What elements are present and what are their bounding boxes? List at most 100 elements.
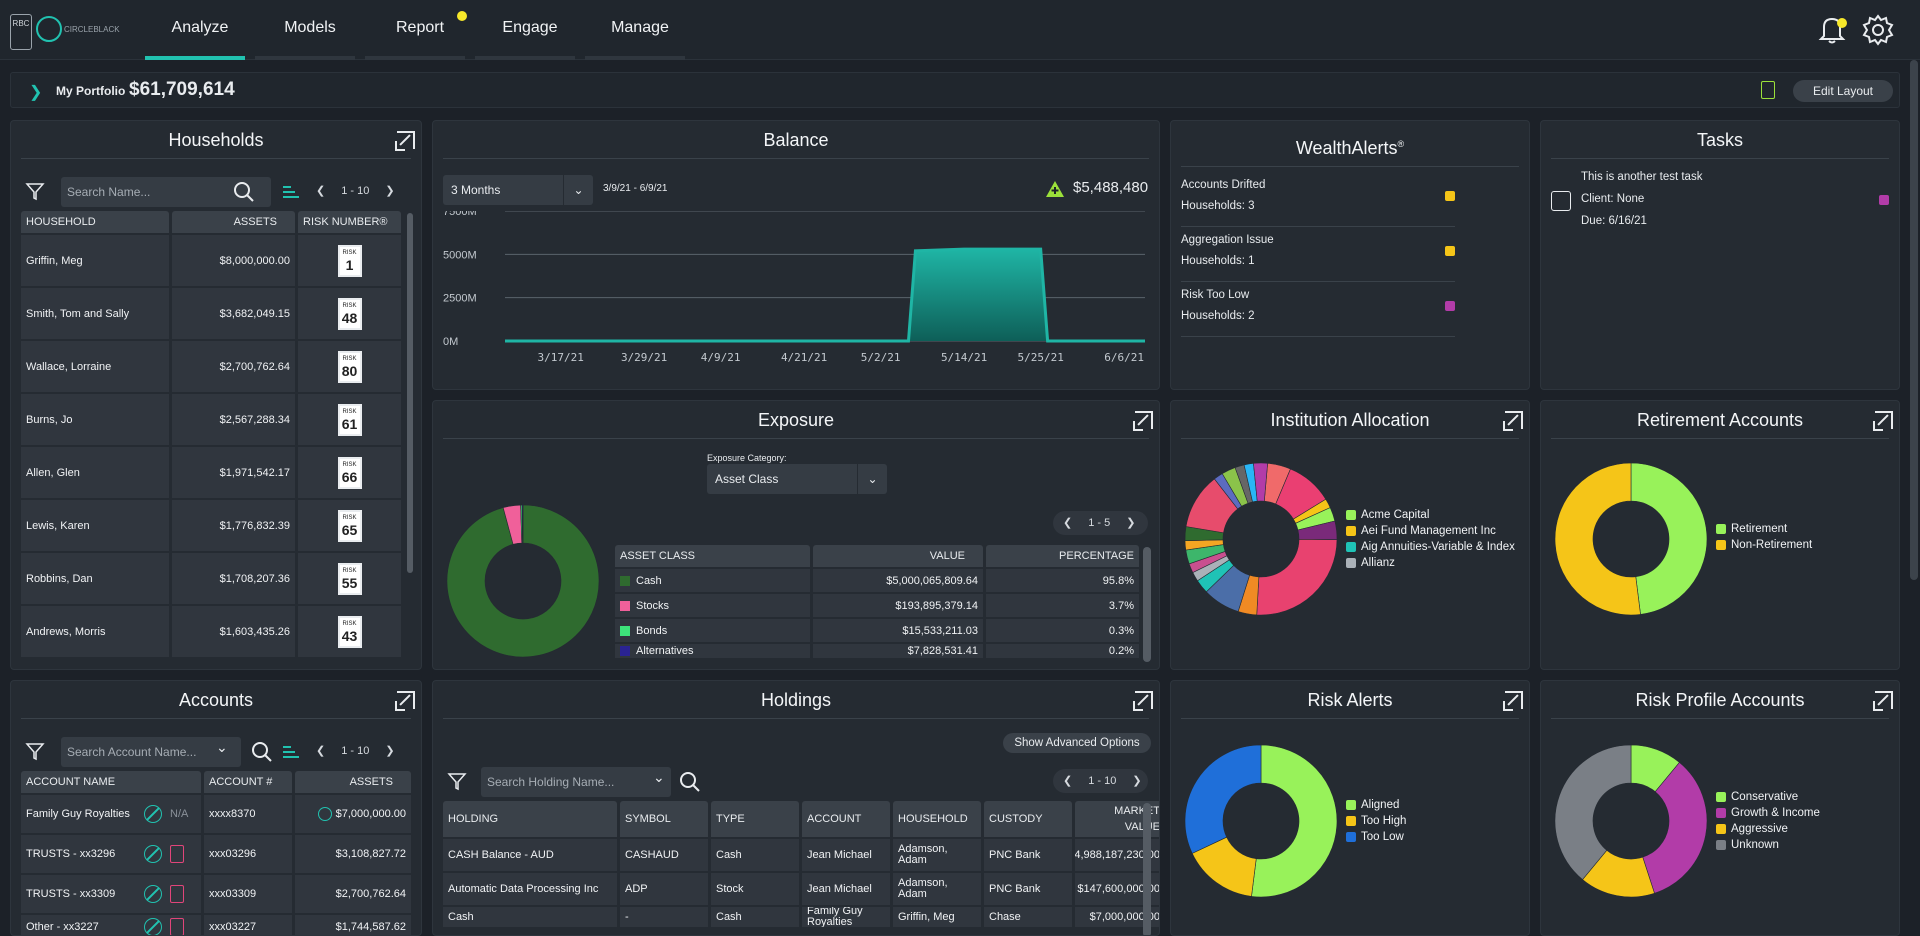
household-name[interactable]: Burns, Jo (21, 394, 169, 445)
period-dropdown[interactable]: 3 Months ⌄ (443, 175, 593, 205)
donut-slice[interactable] (1642, 762, 1708, 894)
column-type[interactable]: TYPE (711, 801, 799, 837)
column-household[interactable]: HOUSEHOLD (21, 211, 169, 233)
holding-holding[interactable]: Automatic Data Processing Inc (443, 873, 617, 905)
disabled-icon[interactable] (144, 845, 162, 863)
expand-icon[interactable] (1133, 411, 1153, 431)
expand-icon[interactable] (1873, 411, 1893, 431)
household-name[interactable]: Lewis, Karen (21, 500, 169, 551)
holding-search-input[interactable]: Search Holding Name... (481, 767, 671, 797)
chevron-left-icon[interactable]: ❮ (1063, 517, 1073, 529)
gear-icon[interactable] (1860, 12, 1896, 48)
donut-slice[interactable] (521, 504, 524, 544)
donut-slice[interactable] (1251, 744, 1338, 898)
scrollbar[interactable] (1143, 803, 1151, 935)
bell-icon[interactable] (1815, 12, 1849, 46)
document-icon[interactable] (170, 885, 184, 903)
legend-item[interactable]: Aei Fund Management Inc (1346, 525, 1496, 537)
donut-slice[interactable] (1630, 462, 1708, 615)
column-holding[interactable]: HOLDING (443, 801, 617, 837)
chevron-left-icon[interactable]: ❮ (316, 745, 326, 757)
holding-holding[interactable]: CASH Balance - AUD (443, 839, 617, 871)
column-symbol[interactable]: SYMBOL (620, 801, 708, 837)
legend-item[interactable]: Retirement (1716, 523, 1787, 535)
legend-item[interactable]: Too High (1346, 815, 1406, 827)
edit-layout-button[interactable]: Edit Layout (1793, 80, 1893, 102)
donut-slice[interactable] (1253, 462, 1268, 502)
legend-item[interactable]: Aig Annuities-Variable & Index (1346, 541, 1515, 553)
disabled-icon[interactable] (144, 918, 162, 935)
legend-item[interactable]: Acme Capital (1346, 509, 1429, 521)
donut-slice[interactable] (1554, 744, 1632, 880)
chevron-right-icon[interactable]: ❯ (1132, 775, 1142, 787)
risk-number-badge[interactable]: RISK 61 (337, 403, 362, 436)
donut-slice[interactable] (1256, 539, 1338, 616)
chevron-right-icon[interactable]: ❯ (29, 84, 43, 101)
filter-icon[interactable] (25, 741, 45, 761)
expand-icon[interactable] (395, 131, 415, 151)
document-icon[interactable] (1761, 81, 1775, 99)
tab-report[interactable]: Report (365, 0, 475, 60)
document-icon[interactable] (170, 918, 184, 935)
chevron-left-icon[interactable]: ❮ (316, 185, 326, 197)
scrollbar[interactable] (407, 213, 413, 573)
column-assets[interactable]: ASSETS (172, 211, 295, 233)
column-custody[interactable]: CUSTODY (984, 801, 1072, 837)
chevron-right-icon[interactable]: ❯ (385, 185, 395, 197)
household-name[interactable]: Griffin, Meg (21, 235, 169, 286)
risk-number-badge[interactable]: RISK 55 (337, 562, 362, 595)
chevron-right-icon[interactable]: ❯ (385, 745, 395, 757)
alert-row[interactable]: Accounts Drifted Households: 3 (1181, 173, 1455, 227)
chevron-down-icon[interactable]: ⌄ (653, 769, 665, 785)
household-name[interactable]: Allen, Glen (21, 447, 169, 498)
search-icon[interactable] (251, 741, 273, 763)
column-account-number[interactable]: ACCOUNT # (204, 771, 292, 793)
risk-number-badge[interactable]: RISK 66 (337, 456, 362, 489)
legend-item[interactable]: Non-Retirement (1716, 539, 1812, 551)
edit-icon[interactable] (317, 807, 332, 821)
legend-item[interactable]: Aggressive (1716, 823, 1788, 835)
chevron-left-icon[interactable]: ❮ (1063, 775, 1073, 787)
exposure-category-dropdown[interactable]: Asset Class ⌄ (707, 464, 887, 494)
chevron-right-icon[interactable]: ❯ (1126, 517, 1136, 529)
account-name-cell[interactable]: Other - xx3227 (21, 915, 201, 935)
scrollbar[interactable] (1143, 547, 1151, 662)
holding-holding[interactable]: Cash (443, 907, 617, 927)
risk-number-badge[interactable]: RISK 48 (337, 297, 362, 330)
expand-icon[interactable] (1873, 691, 1893, 711)
tab-manage[interactable]: Manage (585, 0, 695, 60)
column-value[interactable]: VALUE (813, 545, 983, 567)
column-household[interactable]: HOUSEHOLD (893, 801, 981, 837)
column-asset-class[interactable]: ASSET CLASS (615, 545, 810, 567)
column-percentage[interactable]: PERCENTAGE (986, 545, 1139, 567)
legend-item[interactable]: Conservative (1716, 791, 1798, 803)
chevron-down-icon[interactable]: ⌄ (216, 739, 228, 755)
filter-icon[interactable] (25, 181, 45, 201)
sort-list-icon[interactable] (281, 743, 301, 763)
tab-engage[interactable]: Engage (475, 0, 585, 60)
document-icon[interactable] (170, 845, 184, 863)
filter-icon[interactable] (447, 771, 467, 791)
household-name[interactable]: Robbins, Dan (21, 553, 169, 604)
disabled-icon[interactable] (144, 885, 162, 903)
search-icon[interactable] (233, 181, 255, 203)
risk-number-badge[interactable]: RISK 80 (337, 350, 362, 383)
column-risk-number[interactable]: RISK NUMBER® (298, 211, 401, 233)
donut-slice[interactable] (1554, 462, 1641, 616)
donut-slice[interactable] (1184, 744, 1262, 854)
task-checkbox[interactable] (1551, 191, 1571, 211)
legend-item[interactable]: Growth & Income (1716, 807, 1820, 819)
legend-item[interactable]: Unknown (1716, 839, 1779, 851)
account-name-cell[interactable]: Family Guy Royalties N/A (21, 795, 201, 833)
household-name[interactable]: Andrews, Morris (21, 606, 169, 657)
expand-icon[interactable] (1133, 691, 1153, 711)
tab-models[interactable]: Models (255, 0, 365, 60)
donut-slice[interactable] (446, 504, 600, 658)
household-name[interactable]: Wallace, Lorraine (21, 341, 169, 392)
disabled-icon[interactable] (144, 805, 162, 823)
column-assets[interactable]: ASSETS (295, 771, 411, 793)
legend-item[interactable]: Aligned (1346, 799, 1399, 811)
expand-icon[interactable] (395, 691, 415, 711)
legend-item[interactable]: Allianz (1346, 557, 1395, 569)
account-search-input[interactable]: Search Account Name... (61, 737, 241, 767)
